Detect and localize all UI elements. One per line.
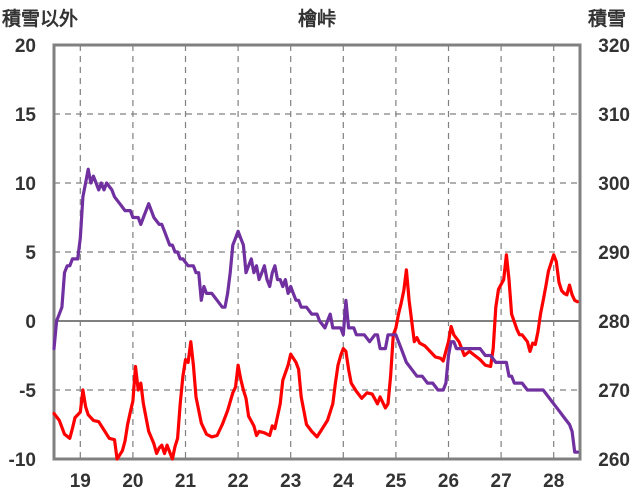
left-tick-label: 5: [25, 243, 36, 264]
chart-title: 檜峠: [298, 7, 336, 30]
series-snow-depth-line: [52, 167, 580, 454]
x-tick-label: 19: [70, 471, 91, 492]
x-tick-label: 26: [438, 471, 459, 492]
x-tick-label: 27: [491, 471, 512, 492]
right-tick-label: 270: [598, 381, 630, 402]
right-tick-label: 290: [598, 243, 630, 264]
right-tick-label: 280: [598, 312, 630, 333]
left-tick-label: -5: [19, 381, 36, 402]
left-tick-label: -10: [9, 450, 36, 471]
x-tick-label: 24: [333, 471, 355, 492]
right-tick-label: 300: [598, 174, 630, 195]
x-tick-label: 25: [385, 471, 407, 492]
x-tick-label: 23: [280, 471, 301, 492]
left-axis-label: 積雪以外: [2, 7, 78, 30]
left-tick-label: 20: [15, 36, 36, 57]
left-tick-label: 0: [25, 312, 36, 333]
series-temperature-line: [52, 253, 580, 461]
x-axis-ticks: 19 20 21 22 23 24 25 26 27 28: [70, 471, 565, 492]
right-axis-label: 積雪: [588, 7, 626, 30]
right-tick-label: 260: [598, 450, 630, 471]
right-tick-label: 310: [598, 105, 630, 126]
left-tick-label: 15: [15, 105, 37, 126]
x-tick-label: 28: [543, 471, 564, 492]
plot-frame: [52, 43, 582, 461]
left-axis-ticks: 20 15 10 5 0 -5 -10: [9, 36, 37, 471]
right-axis-ticks: 320 310 300 290 280 270 260: [598, 36, 630, 471]
x-tick-label: 22: [228, 471, 249, 492]
series-layer: [52, 167, 580, 461]
right-tick-label: 320: [598, 36, 630, 57]
left-tick-label: 10: [15, 174, 36, 195]
x-tick-label: 20: [122, 471, 143, 492]
x-tick-label: 21: [175, 471, 197, 492]
